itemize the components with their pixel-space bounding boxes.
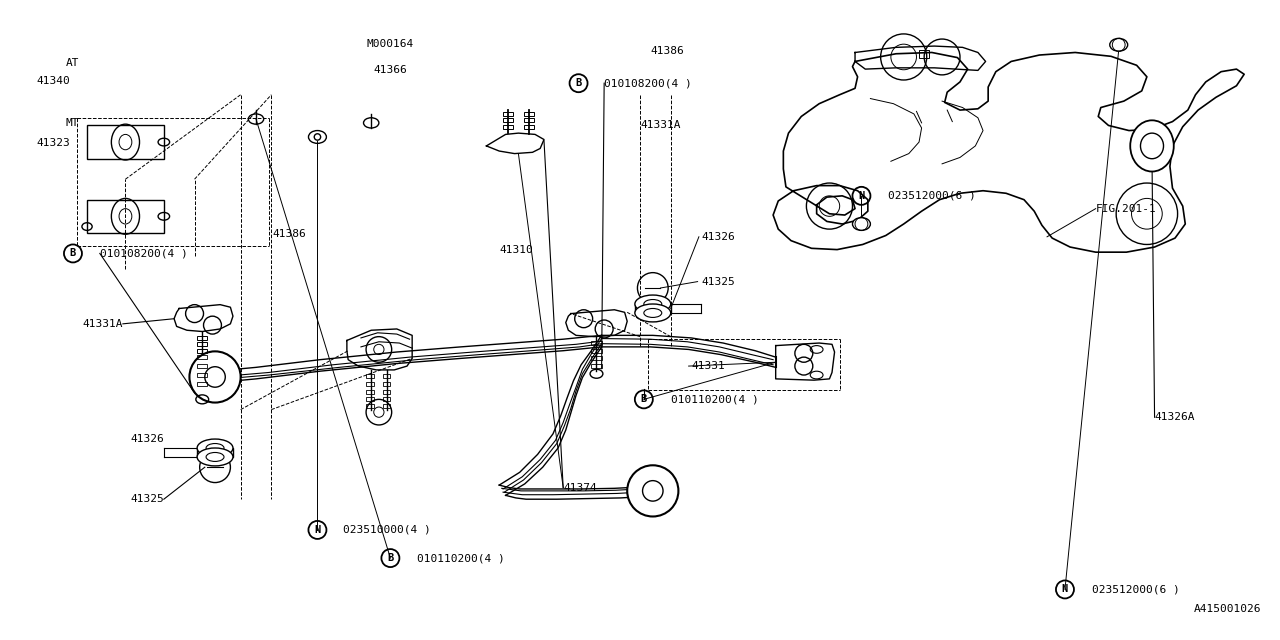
Bar <box>197 342 207 346</box>
Bar <box>197 448 233 457</box>
Text: A415001026: A415001026 <box>1193 604 1261 614</box>
Bar <box>591 356 602 360</box>
Text: B: B <box>388 553 393 563</box>
Text: 41325: 41325 <box>701 276 735 287</box>
Bar <box>503 112 513 116</box>
Text: 41326A: 41326A <box>1155 412 1196 422</box>
Text: M000164: M000164 <box>367 38 413 49</box>
Text: 41340: 41340 <box>37 76 70 86</box>
Text: 41326: 41326 <box>701 232 735 242</box>
Circle shape <box>189 351 241 403</box>
Ellipse shape <box>852 218 870 230</box>
Text: N: N <box>1062 584 1068 595</box>
Bar <box>524 118 534 122</box>
Bar <box>503 125 513 129</box>
Bar <box>87 125 164 159</box>
Ellipse shape <box>197 439 233 457</box>
Text: AT: AT <box>65 58 79 68</box>
Text: 41325: 41325 <box>131 494 164 504</box>
Text: 41310: 41310 <box>499 244 532 255</box>
Bar <box>383 374 390 378</box>
Text: 41331A: 41331A <box>640 120 681 131</box>
Bar <box>383 382 390 386</box>
Text: 41386: 41386 <box>650 46 684 56</box>
Text: B: B <box>641 394 646 404</box>
Bar <box>524 125 534 129</box>
Text: 41386: 41386 <box>273 228 306 239</box>
Text: 41326: 41326 <box>131 434 164 444</box>
Bar <box>197 336 207 340</box>
Ellipse shape <box>1130 120 1174 172</box>
Bar <box>197 349 207 353</box>
Text: FIG.201-1: FIG.201-1 <box>1096 204 1156 214</box>
Bar <box>635 304 671 313</box>
Bar <box>366 404 374 408</box>
Ellipse shape <box>635 304 671 322</box>
Bar <box>366 374 374 378</box>
Text: 010108200(4 ): 010108200(4 ) <box>100 248 188 259</box>
Bar <box>197 373 207 377</box>
Bar <box>366 397 374 401</box>
Text: B: B <box>576 78 581 88</box>
Bar <box>524 112 534 116</box>
Bar <box>366 390 374 394</box>
Bar <box>591 341 602 345</box>
Text: 41366: 41366 <box>374 65 407 76</box>
Bar <box>383 390 390 394</box>
Text: 023512000(6 ): 023512000(6 ) <box>888 191 977 201</box>
Text: B: B <box>70 248 76 259</box>
Text: 41374: 41374 <box>563 483 596 493</box>
Bar <box>87 200 164 233</box>
Bar <box>197 355 207 359</box>
Bar <box>197 364 207 368</box>
Bar <box>366 382 374 386</box>
Text: N: N <box>315 525 320 535</box>
Text: MT: MT <box>65 118 79 128</box>
Text: 41331A: 41331A <box>82 319 123 329</box>
Bar <box>503 118 513 122</box>
Text: 41323: 41323 <box>37 138 70 148</box>
Text: 41331: 41331 <box>691 361 724 371</box>
Text: N: N <box>859 191 864 201</box>
Text: 023512000(6 ): 023512000(6 ) <box>1092 584 1180 595</box>
Bar <box>591 364 602 368</box>
Bar <box>383 404 390 408</box>
Ellipse shape <box>197 448 233 466</box>
Ellipse shape <box>1110 38 1128 51</box>
Text: 023510000(4 ): 023510000(4 ) <box>343 525 431 535</box>
Bar <box>197 382 207 386</box>
Bar <box>591 349 602 353</box>
Ellipse shape <box>635 295 671 313</box>
Text: 010108200(4 ): 010108200(4 ) <box>604 78 692 88</box>
Bar <box>919 50 929 58</box>
Bar <box>383 397 390 401</box>
Text: 010110200(4 ): 010110200(4 ) <box>671 394 759 404</box>
Text: 010110200(4 ): 010110200(4 ) <box>417 553 506 563</box>
Circle shape <box>627 465 678 516</box>
